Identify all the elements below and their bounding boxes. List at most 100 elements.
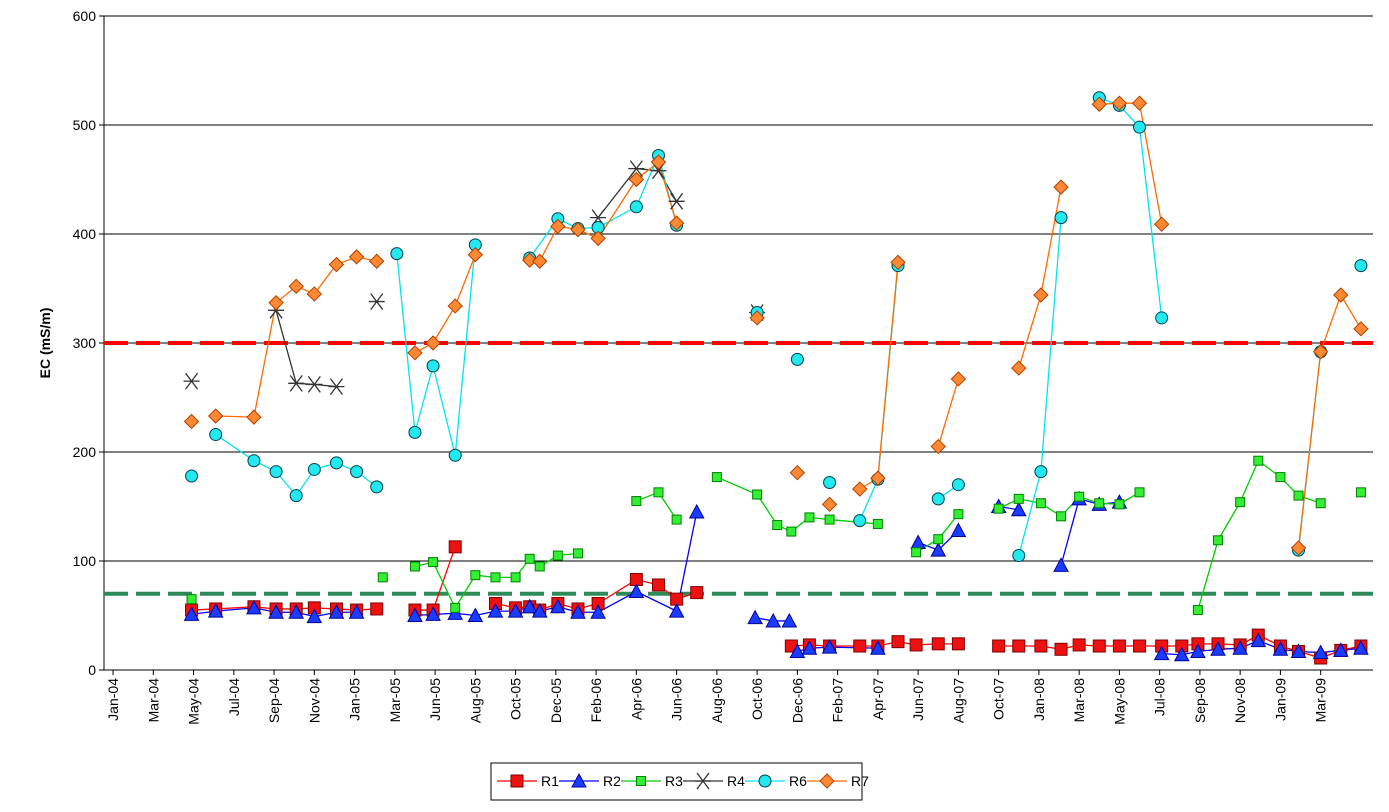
marker — [447, 298, 463, 314]
marker — [1034, 639, 1048, 653]
x-tick-label: Jan-05 — [347, 678, 363, 721]
marker — [749, 310, 765, 326]
marker — [651, 578, 665, 592]
legend-label: R4 — [727, 773, 745, 789]
marker — [650, 154, 667, 170]
marker — [853, 639, 867, 653]
marker — [1353, 640, 1369, 655]
marker — [786, 526, 797, 537]
legend-marker — [636, 776, 646, 786]
marker — [507, 603, 524, 618]
legend-label: R1 — [541, 773, 559, 789]
marker — [390, 247, 404, 261]
marker — [910, 534, 926, 549]
legend-label: R3 — [665, 773, 683, 789]
series-line — [215, 102, 1362, 548]
marker — [1312, 644, 1329, 660]
y-axis-label: EC (mS/m) — [37, 308, 53, 379]
marker — [288, 604, 305, 619]
marker — [1134, 487, 1145, 498]
marker — [306, 376, 323, 393]
marker — [781, 612, 798, 628]
marker — [1133, 120, 1147, 134]
marker — [490, 572, 501, 583]
marker — [426, 359, 440, 373]
x-tick-label: Dec-06 — [789, 678, 805, 723]
marker — [329, 456, 343, 470]
marker — [688, 503, 705, 519]
marker — [590, 230, 606, 247]
marker — [870, 640, 886, 655]
marker — [931, 637, 945, 651]
marker — [1250, 632, 1267, 648]
x-tick-label: May-08 — [1111, 678, 1127, 725]
marker — [467, 607, 484, 622]
series-line — [276, 169, 757, 387]
marker — [1173, 646, 1190, 662]
x-tick-label: Aug-06 — [709, 678, 725, 723]
marker — [1290, 643, 1307, 658]
marker — [1192, 605, 1203, 616]
marker — [1012, 639, 1026, 653]
marker — [933, 534, 944, 545]
marker — [1114, 499, 1125, 510]
x-tick-label: Oct-05 — [508, 678, 524, 720]
marker — [752, 489, 763, 500]
marker — [821, 639, 838, 654]
marker — [487, 603, 504, 618]
marker — [207, 603, 224, 618]
marker — [765, 612, 782, 628]
marker — [1035, 498, 1046, 509]
marker — [534, 561, 545, 572]
marker — [1353, 321, 1369, 337]
x-tick-label: Mar-05 — [387, 678, 403, 723]
marker — [510, 572, 521, 583]
marker — [1332, 642, 1349, 657]
x-tick-label: Jun-05 — [427, 678, 443, 721]
x-tick-label: Aug-07 — [950, 678, 966, 723]
marker — [552, 550, 563, 561]
x-tick-label: May-04 — [186, 678, 202, 725]
marker — [407, 607, 423, 622]
marker — [289, 489, 303, 503]
x-tick-label: Jun-07 — [910, 678, 926, 721]
x-tick-label: Nov-08 — [1232, 678, 1248, 723]
marker — [467, 247, 484, 263]
marker — [1213, 535, 1224, 546]
marker — [408, 425, 422, 439]
marker — [550, 218, 566, 235]
marker — [247, 454, 261, 468]
marker — [1072, 638, 1086, 652]
marker — [628, 160, 645, 177]
marker — [653, 487, 664, 498]
marker — [629, 200, 643, 214]
marker — [328, 378, 345, 395]
marker — [668, 215, 685, 231]
marker — [789, 465, 806, 481]
marker — [931, 492, 945, 506]
marker — [1054, 642, 1068, 656]
marker — [570, 221, 586, 238]
marker — [590, 604, 606, 619]
marker — [1232, 640, 1248, 655]
marker — [470, 570, 481, 581]
marker — [930, 542, 947, 557]
marker — [268, 604, 284, 619]
x-tick-label: Jun-06 — [669, 678, 685, 721]
marker — [348, 249, 365, 265]
marker — [1013, 493, 1024, 504]
x-tick-label: Oct-07 — [991, 678, 1007, 720]
y-tick-label: 600 — [73, 8, 97, 24]
marker — [377, 572, 388, 583]
legend-marker — [758, 774, 772, 788]
marker — [269, 465, 283, 479]
x-tick-label: Apr-06 — [628, 678, 644, 720]
marker — [1354, 259, 1368, 273]
marker — [1094, 498, 1105, 509]
marker — [823, 476, 837, 490]
marker — [448, 448, 462, 462]
marker — [1355, 487, 1366, 498]
x-tick-label: Jul-08 — [1152, 678, 1168, 716]
marker — [1155, 311, 1169, 325]
marker — [1033, 287, 1049, 303]
